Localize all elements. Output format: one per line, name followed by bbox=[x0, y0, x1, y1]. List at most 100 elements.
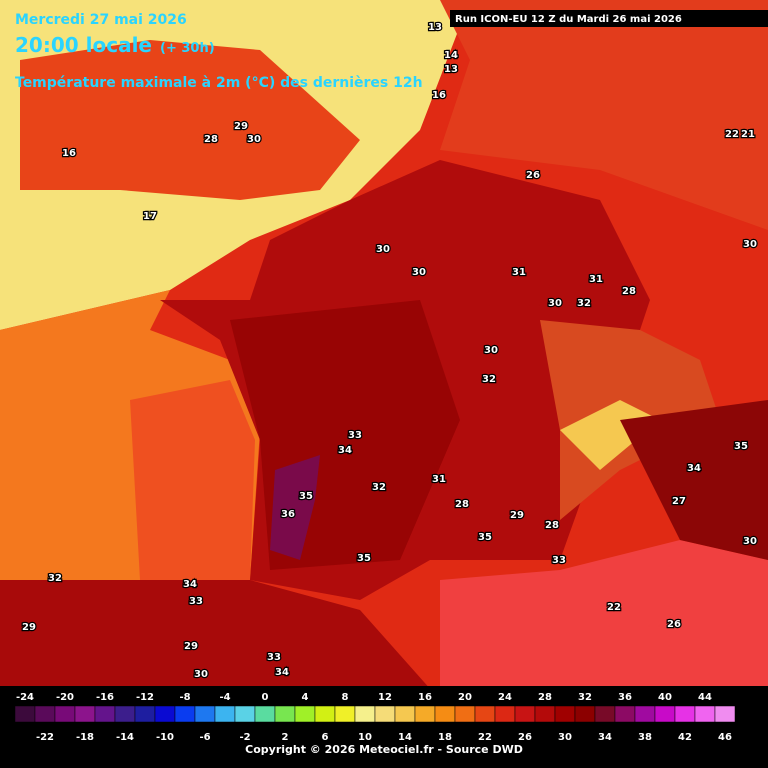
temperature-label: 26 bbox=[667, 619, 681, 630]
england bbox=[20, 40, 360, 200]
temperature-label: 30 bbox=[743, 239, 757, 250]
temperature-label: 35 bbox=[478, 532, 492, 543]
scale-swatch bbox=[94, 705, 116, 723]
scale-label: -4 bbox=[219, 692, 230, 703]
scale-swatch bbox=[714, 705, 736, 723]
scale-swatch bbox=[514, 705, 536, 723]
scale-label: 8 bbox=[342, 692, 349, 703]
temperature-label: 28 bbox=[204, 134, 218, 145]
temperature-label: 30 bbox=[484, 345, 498, 356]
scale-swatch bbox=[494, 705, 516, 723]
atlantic-warm bbox=[130, 380, 255, 580]
scale-swatch bbox=[634, 705, 656, 723]
temperature-label: 34 bbox=[183, 579, 197, 590]
scale-swatch bbox=[534, 705, 556, 723]
scale-swatch bbox=[54, 705, 76, 723]
scale-label: 46 bbox=[718, 732, 732, 743]
temperature-label: 28 bbox=[545, 520, 559, 531]
scale-swatch bbox=[154, 705, 176, 723]
temperature-label: 29 bbox=[234, 121, 248, 132]
temperature-label: 33 bbox=[267, 652, 281, 663]
scale-swatch bbox=[274, 705, 296, 723]
copyright: Copyright © 2026 Meteociel.fr - Source D… bbox=[245, 743, 523, 756]
scale-label: -18 bbox=[76, 732, 94, 743]
scale-label: 32 bbox=[578, 692, 592, 703]
temperature-label: 35 bbox=[734, 441, 748, 452]
temperature-label: 35 bbox=[357, 553, 371, 564]
scale-swatch bbox=[454, 705, 476, 723]
scale-swatch bbox=[434, 705, 456, 723]
temperature-label: 32 bbox=[48, 573, 62, 584]
temperature-label: 33 bbox=[189, 596, 203, 607]
scale-swatch bbox=[174, 705, 196, 723]
north-sea-land bbox=[440, 0, 768, 230]
temperature-label: 34 bbox=[338, 445, 352, 456]
scale-label: -8 bbox=[179, 692, 190, 703]
temperature-label: 33 bbox=[552, 555, 566, 566]
scale-label: 24 bbox=[498, 692, 512, 703]
temperature-label: 36 bbox=[281, 509, 295, 520]
scale-label: -10 bbox=[156, 732, 174, 743]
scale-swatch bbox=[194, 705, 216, 723]
local-time: 20:00 locale bbox=[15, 33, 152, 57]
scale-label: 38 bbox=[638, 732, 652, 743]
scale-swatch bbox=[474, 705, 496, 723]
scale-label: -20 bbox=[56, 692, 74, 703]
lead-time: (+ 30h) bbox=[160, 41, 215, 56]
scale-swatch bbox=[674, 705, 696, 723]
scale-swatch bbox=[414, 705, 436, 723]
scale-label: -6 bbox=[199, 732, 210, 743]
temperature-label: 30 bbox=[194, 669, 208, 680]
legend-background bbox=[0, 686, 768, 768]
scale-label: -22 bbox=[36, 732, 54, 743]
temperature-label: 16 bbox=[62, 148, 76, 159]
temperature-label: 26 bbox=[526, 170, 540, 181]
scale-swatch bbox=[294, 705, 316, 723]
scale-swatch bbox=[234, 705, 256, 723]
temperature-label: 34 bbox=[275, 667, 289, 678]
scale-swatch bbox=[594, 705, 616, 723]
scale-label: 36 bbox=[618, 692, 632, 703]
scale-swatch bbox=[214, 705, 236, 723]
scale-label: 4 bbox=[302, 692, 309, 703]
scale-label: 0 bbox=[262, 692, 269, 703]
scale-label: -2 bbox=[239, 732, 250, 743]
temperature-label: 29 bbox=[22, 622, 36, 633]
run-info: Run ICON-EU 12 Z du Mardi 26 mai 2026 bbox=[455, 14, 682, 25]
temperature-label: 30 bbox=[743, 536, 757, 547]
scale-swatch bbox=[374, 705, 396, 723]
temperature-label: 35 bbox=[299, 491, 313, 502]
temperature-label: 31 bbox=[589, 274, 603, 285]
temperature-label: 16 bbox=[432, 90, 446, 101]
spain bbox=[0, 580, 440, 700]
scale-label: 20 bbox=[458, 692, 472, 703]
temperature-label: 28 bbox=[622, 286, 636, 297]
scale-swatch bbox=[134, 705, 156, 723]
temperature-label: 32 bbox=[577, 298, 591, 309]
scale-swatch bbox=[654, 705, 676, 723]
temperature-label: 30 bbox=[247, 134, 261, 145]
scale-label: -12 bbox=[136, 692, 154, 703]
temperature-label: 14 bbox=[444, 50, 458, 61]
map-title: Température maximale à 2m (°C) des derni… bbox=[15, 75, 423, 91]
scale-label: 28 bbox=[538, 692, 552, 703]
scale-label: -14 bbox=[116, 732, 134, 743]
scale-swatch bbox=[614, 705, 636, 723]
temperature-label: 32 bbox=[482, 374, 496, 385]
scale-swatch bbox=[314, 705, 336, 723]
scale-label: 22 bbox=[478, 732, 492, 743]
scale-label: 40 bbox=[658, 692, 672, 703]
temperature-label: 33 bbox=[348, 430, 362, 441]
run-banner bbox=[450, 10, 768, 27]
scale-swatch bbox=[694, 705, 716, 723]
scale-label: -16 bbox=[96, 692, 114, 703]
scale-label: 42 bbox=[678, 732, 692, 743]
temperature-label: 21 bbox=[741, 129, 755, 140]
scale-label: 2 bbox=[282, 732, 289, 743]
scale-label: 30 bbox=[558, 732, 572, 743]
temperature-label: 27 bbox=[672, 496, 686, 507]
mediterranean bbox=[440, 540, 768, 700]
scale-swatch bbox=[34, 705, 56, 723]
temperature-label: 13 bbox=[444, 64, 458, 75]
scale-label: 34 bbox=[598, 732, 612, 743]
